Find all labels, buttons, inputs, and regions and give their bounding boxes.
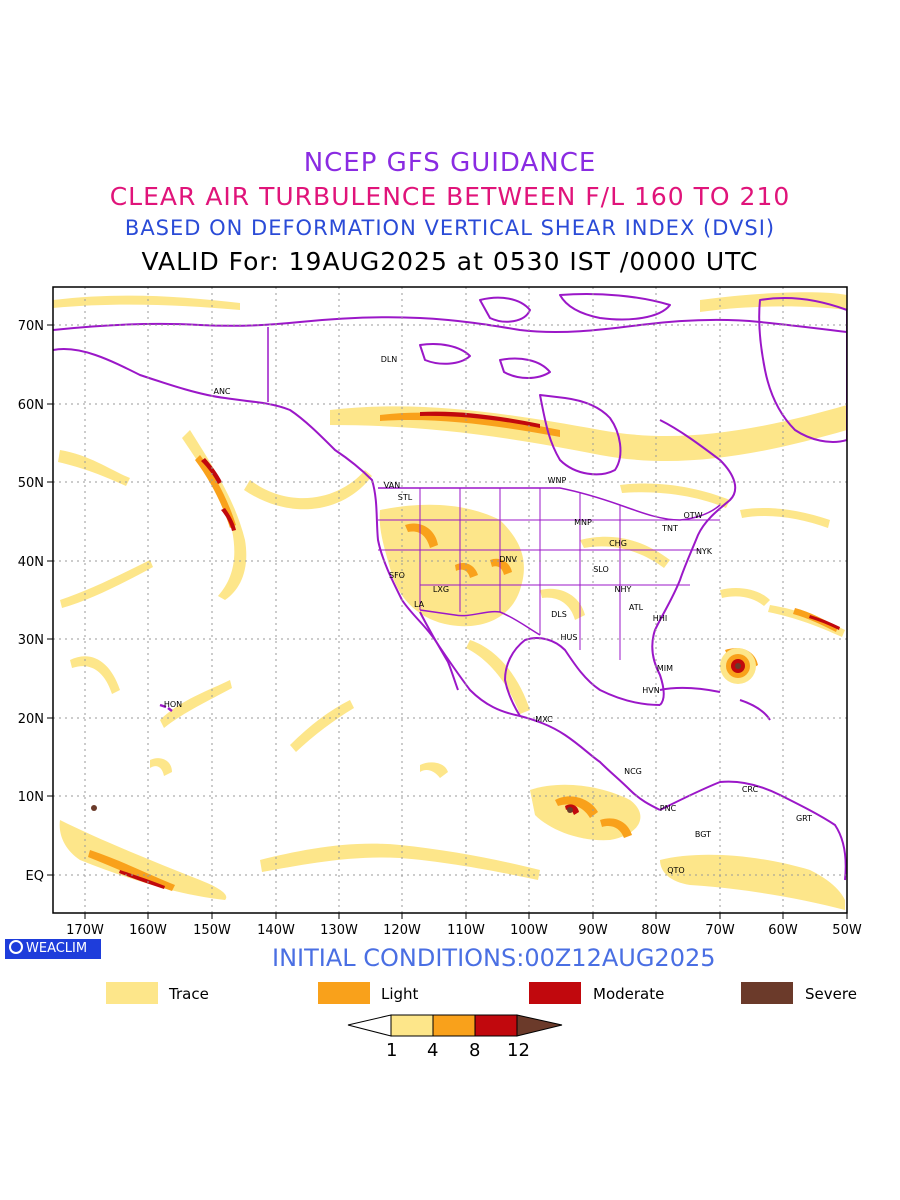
station-label: QTO: [667, 866, 684, 875]
station-label: HON: [164, 700, 182, 709]
lon-label: 160W: [129, 923, 167, 938]
legend-swatch-light: [318, 982, 370, 1004]
colorbar-severe-arrow: [516, 1014, 563, 1037]
lat-label: 60N: [18, 398, 44, 413]
logo-ring-icon: [9, 940, 23, 954]
lon-label: 80W: [641, 923, 671, 938]
lon-label: 130W: [320, 923, 358, 938]
lon-label: 110W: [447, 923, 485, 938]
lon-label: 120W: [383, 923, 421, 938]
station-label: LXG: [433, 585, 449, 594]
lon-label: 140W: [257, 923, 295, 938]
station-label: HHI: [653, 614, 667, 623]
station-label: MXC: [535, 715, 553, 724]
lon-label: 100W: [510, 923, 548, 938]
station-label: VAN: [384, 481, 400, 490]
legend-swatch-severe: [741, 982, 793, 1004]
station-label: DLN: [381, 355, 398, 364]
lat-label: 10N: [18, 790, 44, 805]
chart-title: NCEP GFS GUIDANCE: [303, 148, 597, 178]
colorbar-light: [432, 1014, 476, 1037]
legend-swatch-trace: [106, 982, 158, 1004]
station-label: DNV: [499, 555, 517, 564]
station-label: MIM: [657, 664, 673, 673]
state-boundaries: [378, 488, 720, 660]
station-label: PNC: [660, 804, 677, 813]
colorbar-tick-label: 1: [386, 1040, 398, 1061]
legend-label-trace: Trace: [169, 985, 209, 1003]
colorbar-moderate: [474, 1014, 518, 1037]
initial-conditions: INITIAL CONDITIONS:00Z12AUG2025: [272, 944, 716, 972]
station-label: HUS: [561, 633, 578, 642]
legend-label-severe: Severe: [805, 985, 857, 1003]
station-label: TNT: [661, 524, 678, 533]
lon-label: 70W: [705, 923, 735, 938]
lon-label: 170W: [66, 923, 104, 938]
station-label: NHY: [615, 585, 632, 594]
chart-subtitle: CLEAR AIR TURBULENCE BETWEEN F/L 160 TO …: [109, 182, 791, 211]
station-label: CHG: [609, 539, 627, 548]
station-label: WNP: [548, 476, 567, 485]
colorbar-lower-arrow: [347, 1014, 392, 1037]
lat-label: EQ: [26, 869, 44, 884]
lat-label: 20N: [18, 712, 44, 727]
station-label: NYK: [696, 547, 713, 556]
station-label: GRT: [796, 814, 812, 823]
station-label: DLS: [551, 610, 567, 619]
station-label: HVN: [642, 686, 659, 695]
hurricane-feature: [720, 648, 756, 684]
lat-label: 50N: [18, 476, 44, 491]
lon-label: 50W: [832, 923, 862, 938]
station-label: BGT: [695, 830, 711, 839]
colorbar-tick-label: 8: [469, 1040, 481, 1061]
station-label: SFO: [389, 571, 405, 580]
colorbar-trace: [390, 1014, 434, 1037]
index-description: BASED ON DEFORMATION VERTICAL SHEAR INDE…: [124, 216, 776, 240]
colorbar-tick-label: 12: [507, 1040, 530, 1061]
station-label: ATL: [629, 603, 644, 612]
legend-swatch-moderate: [529, 982, 581, 1004]
weaclim-logo: WEACLIM: [5, 939, 101, 959]
colorbar: [347, 1014, 563, 1037]
legend-label-moderate: Moderate: [593, 985, 665, 1003]
station-label: NCG: [624, 767, 642, 776]
axis-ticks: [47, 324, 848, 919]
lon-label: 90W: [578, 923, 608, 938]
map-frame: [52, 286, 848, 914]
lon-label: 150W: [193, 923, 231, 938]
station-label: OTW: [683, 511, 702, 520]
lat-label: 30N: [18, 633, 44, 648]
lat-label: 40N: [18, 555, 44, 570]
station-label: STL: [398, 493, 413, 502]
lat-label: 70N: [18, 319, 44, 334]
station-label: LA: [414, 600, 425, 609]
colorbar-tick-label: 4: [427, 1040, 439, 1061]
station-label: ANC: [213, 387, 230, 396]
graticule: [53, 287, 847, 913]
logo-text: WEACLIM: [26, 941, 88, 956]
station-label: MNP: [574, 518, 592, 527]
station-label: SLO: [593, 565, 609, 574]
valid-time: VALID For: 19AUG2025 at 0530 IST /0000 U…: [141, 247, 759, 276]
legend-label-light: Light: [381, 985, 419, 1003]
lon-label: 60W: [768, 923, 798, 938]
station-label: CRC: [742, 785, 759, 794]
